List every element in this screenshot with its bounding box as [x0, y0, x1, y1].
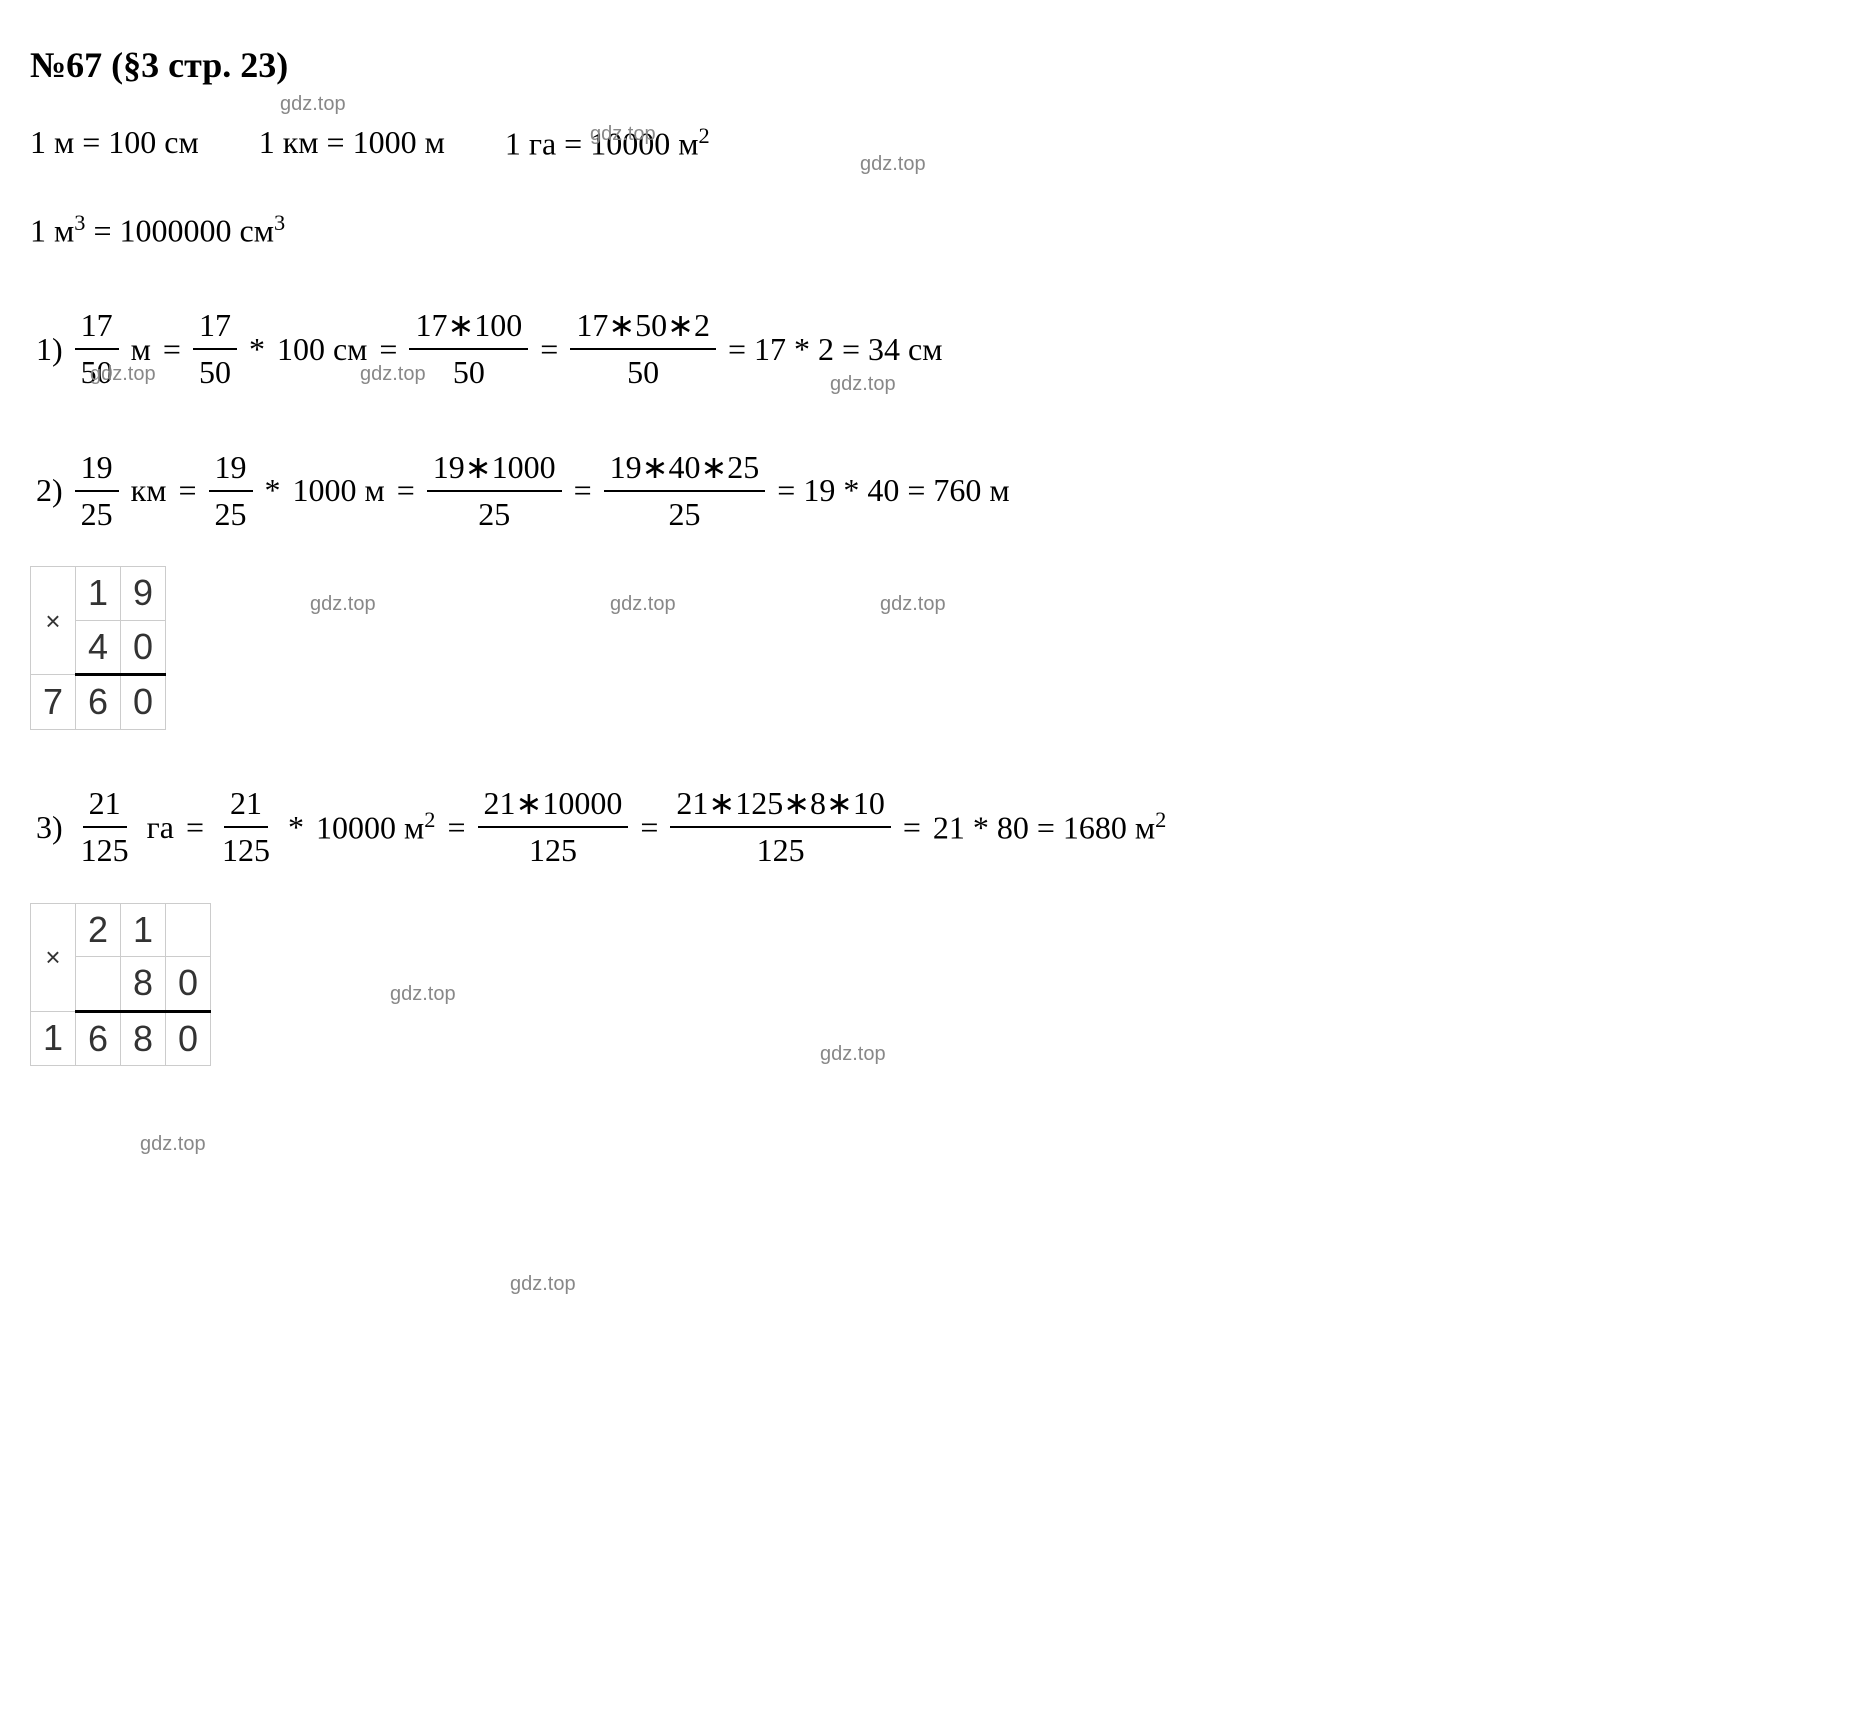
problem-3-num: 3)	[36, 805, 63, 850]
op-1-1: *	[249, 327, 265, 372]
mult-sign: ×	[31, 904, 76, 1012]
problem-2-num: 2)	[36, 468, 63, 513]
conv-km-m: 1 км = 1000 м	[259, 120, 445, 166]
eq-2-4: = 19 * 40 = 760 м	[777, 468, 1009, 513]
table-row: 7 6 0	[31, 675, 166, 729]
frac-1-4: 17∗50∗250	[570, 303, 716, 395]
watermark-text: gdz.top	[310, 590, 376, 618]
frac-1-2: 1750	[193, 303, 237, 395]
table-row: × 1 9	[31, 567, 166, 620]
conv-m3-cm3: 1 м3 = 1000000 см3	[30, 207, 285, 253]
conversions-row-2: 1 м3 = 1000000 см3	[30, 207, 1835, 253]
unit-1-1: м	[131, 327, 151, 372]
eq-1-2: =	[379, 327, 397, 372]
mult-sign: ×	[31, 567, 76, 675]
watermark-text: gdz.top	[280, 90, 346, 118]
conv-m3-rhs: = 1000000 см	[93, 213, 274, 249]
page-container: №67 (§3 стр. 23) 1 м = 100 см 1 км = 100…	[30, 40, 1835, 1118]
long-mult-1: × 1 9 4 0 7 6 0	[30, 566, 166, 729]
conv-ha-m2: 1 га = 10000 м2	[505, 120, 710, 166]
frac-3-3: 21∗10000125	[478, 781, 629, 873]
val-3-1: 10000 м2	[316, 804, 435, 850]
frac-1-3: 17∗10050	[409, 303, 528, 395]
watermark-text: gdz.top	[820, 1040, 886, 1068]
frac-2-4: 19∗40∗2525	[604, 445, 766, 537]
frac-2-3: 19∗100025	[427, 445, 562, 537]
conv-ha-lhs: 1 га	[505, 126, 556, 162]
op-2-1: *	[265, 468, 281, 513]
unit-2-1: км	[131, 468, 167, 513]
table-row: × 2 1	[31, 904, 211, 957]
eq-2-2: =	[397, 468, 415, 513]
frac-2-1: 1925	[75, 445, 119, 537]
conversions-row: 1 м = 100 см 1 км = 1000 м 1 га = 10000 …	[30, 120, 1835, 166]
conv-m3-rsup: 3	[274, 210, 285, 235]
page-title: №67 (§3 стр. 23)	[30, 40, 1835, 90]
watermark-text: gdz.top	[390, 980, 456, 1008]
conv-ha-sup: 2	[698, 123, 709, 148]
table-row: 1 6 8 0	[31, 1011, 211, 1065]
eq-1-1: =	[163, 327, 181, 372]
watermark-text: gdz.top	[610, 590, 676, 618]
eq-2-3: =	[574, 468, 592, 513]
eq-3-4b: 21 * 80 = 1680 м2	[933, 804, 1167, 850]
frac-3-4: 21∗125∗8∗10125	[670, 781, 890, 873]
watermark-text: gdz.top	[880, 590, 946, 618]
frac-3-2: 21125	[216, 781, 276, 873]
eq-3-3: =	[640, 805, 658, 850]
frac-2-2: 1925	[209, 445, 253, 537]
val-2-1: 1000 м	[293, 468, 385, 513]
eq-1-4: = 17 * 2 = 34 см	[728, 327, 943, 372]
problem-1: 1) 1750 м = 1750 * 100 см = 17∗10050 = 1…	[30, 303, 1835, 395]
eq-3-4a: =	[903, 805, 921, 850]
long-mult-2: × 2 1 8 0 1 6 8 0	[30, 903, 211, 1066]
frac-3-1: 21125	[75, 781, 135, 873]
op-3-1: *	[288, 805, 304, 850]
eq-3-1: =	[186, 805, 204, 850]
eq-2-1: =	[178, 468, 196, 513]
problem-2: 2) 1925 км = 1925 * 1000 м = 19∗100025 =…	[30, 445, 1835, 537]
problem-3: 3) 21125 га = 21125 * 10000 м2 = 21∗1000…	[30, 781, 1835, 873]
eq-3-2: =	[447, 805, 465, 850]
eq-1-3: =	[540, 327, 558, 372]
problem-1-num: 1)	[36, 327, 63, 372]
conv-ha-rhs: = 10000 м	[564, 126, 698, 162]
unit-3-1: га	[147, 805, 174, 850]
conv-m-cm: 1 м = 100 см	[30, 120, 199, 166]
conv-m3-lsup: 3	[74, 210, 85, 235]
conv-m3-lhs: 1 м	[30, 213, 74, 249]
watermark-text: gdz.top	[510, 1270, 576, 1298]
watermark-text: gdz.top	[140, 1130, 206, 1158]
frac-1-1: 1750	[75, 303, 119, 395]
val-1-1: 100 см	[277, 327, 367, 372]
